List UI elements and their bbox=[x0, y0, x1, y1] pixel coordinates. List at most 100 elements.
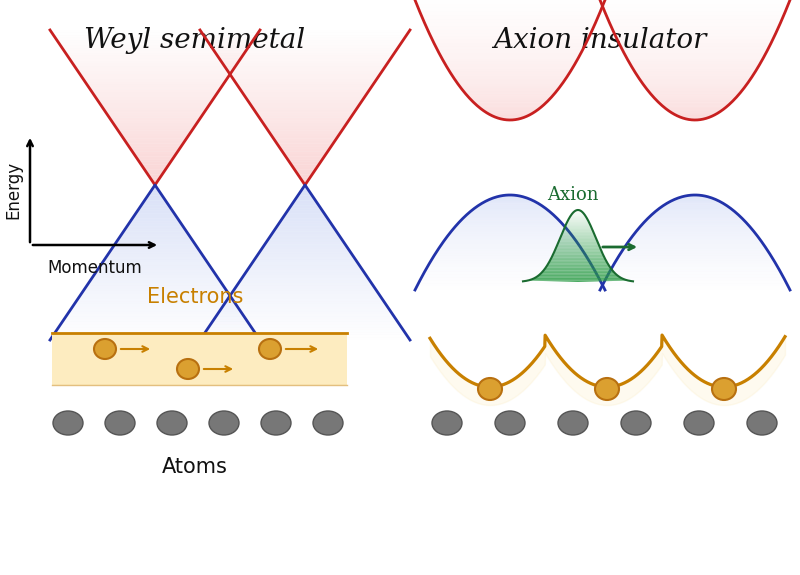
Polygon shape bbox=[550, 260, 606, 262]
Polygon shape bbox=[462, 90, 558, 92]
Polygon shape bbox=[210, 45, 399, 48]
Polygon shape bbox=[442, 242, 578, 244]
Polygon shape bbox=[265, 242, 346, 244]
Polygon shape bbox=[562, 233, 594, 235]
Polygon shape bbox=[662, 205, 728, 206]
Polygon shape bbox=[76, 69, 234, 71]
Ellipse shape bbox=[684, 411, 714, 435]
Polygon shape bbox=[469, 212, 551, 213]
Polygon shape bbox=[281, 218, 330, 221]
Polygon shape bbox=[430, 261, 590, 263]
Polygon shape bbox=[638, 227, 752, 229]
Text: Atoms: Atoms bbox=[162, 457, 228, 477]
Polygon shape bbox=[639, 79, 750, 82]
Polygon shape bbox=[247, 268, 362, 270]
Polygon shape bbox=[67, 312, 242, 314]
Polygon shape bbox=[547, 263, 609, 264]
Polygon shape bbox=[216, 314, 394, 317]
Polygon shape bbox=[437, 49, 583, 52]
Polygon shape bbox=[660, 104, 730, 105]
Polygon shape bbox=[126, 227, 185, 229]
Polygon shape bbox=[249, 102, 361, 105]
Ellipse shape bbox=[747, 411, 777, 435]
Polygon shape bbox=[470, 99, 550, 101]
Polygon shape bbox=[61, 45, 250, 48]
Polygon shape bbox=[270, 234, 340, 237]
Polygon shape bbox=[240, 90, 370, 92]
Polygon shape bbox=[136, 211, 174, 213]
Polygon shape bbox=[438, 52, 582, 55]
Polygon shape bbox=[472, 101, 548, 102]
Polygon shape bbox=[670, 201, 720, 202]
Polygon shape bbox=[613, 263, 778, 266]
Polygon shape bbox=[435, 251, 585, 254]
Polygon shape bbox=[154, 182, 157, 185]
Polygon shape bbox=[437, 248, 583, 251]
Polygon shape bbox=[71, 306, 239, 309]
Polygon shape bbox=[145, 198, 166, 201]
Polygon shape bbox=[560, 237, 596, 239]
Polygon shape bbox=[461, 218, 559, 220]
Text: Electrons: Electrons bbox=[147, 287, 243, 307]
Polygon shape bbox=[231, 291, 378, 293]
Polygon shape bbox=[445, 237, 575, 239]
Ellipse shape bbox=[157, 411, 187, 435]
Polygon shape bbox=[274, 139, 337, 141]
Polygon shape bbox=[83, 288, 226, 291]
Polygon shape bbox=[446, 67, 574, 70]
Polygon shape bbox=[549, 262, 607, 263]
Polygon shape bbox=[433, 256, 587, 258]
Polygon shape bbox=[448, 70, 572, 72]
Polygon shape bbox=[293, 167, 318, 170]
Polygon shape bbox=[469, 98, 551, 99]
Polygon shape bbox=[284, 154, 326, 156]
Polygon shape bbox=[622, 49, 768, 52]
Polygon shape bbox=[73, 64, 238, 66]
Polygon shape bbox=[256, 255, 354, 258]
Polygon shape bbox=[641, 82, 749, 84]
Polygon shape bbox=[426, 26, 594, 30]
Polygon shape bbox=[123, 139, 186, 141]
Polygon shape bbox=[246, 97, 365, 99]
Polygon shape bbox=[126, 141, 185, 144]
Polygon shape bbox=[85, 82, 225, 85]
Polygon shape bbox=[253, 260, 358, 263]
Polygon shape bbox=[64, 317, 246, 319]
Polygon shape bbox=[552, 255, 604, 256]
Polygon shape bbox=[630, 237, 760, 239]
Polygon shape bbox=[567, 220, 589, 221]
Polygon shape bbox=[674, 114, 715, 115]
Polygon shape bbox=[619, 43, 771, 47]
Polygon shape bbox=[242, 275, 368, 278]
Polygon shape bbox=[618, 40, 773, 43]
Polygon shape bbox=[154, 185, 157, 187]
Polygon shape bbox=[130, 149, 179, 151]
Polygon shape bbox=[268, 131, 342, 133]
Polygon shape bbox=[627, 59, 763, 61]
Polygon shape bbox=[558, 242, 598, 243]
Polygon shape bbox=[490, 114, 530, 115]
Polygon shape bbox=[639, 225, 750, 227]
Polygon shape bbox=[610, 269, 781, 272]
Polygon shape bbox=[621, 47, 770, 49]
Polygon shape bbox=[127, 144, 183, 146]
Polygon shape bbox=[278, 146, 331, 149]
Polygon shape bbox=[638, 77, 752, 79]
Polygon shape bbox=[450, 231, 570, 233]
Polygon shape bbox=[619, 254, 771, 256]
Polygon shape bbox=[673, 113, 717, 114]
Polygon shape bbox=[238, 281, 371, 283]
Ellipse shape bbox=[259, 339, 281, 359]
Polygon shape bbox=[451, 229, 569, 231]
Polygon shape bbox=[237, 85, 374, 87]
Polygon shape bbox=[466, 214, 554, 216]
Polygon shape bbox=[535, 276, 621, 278]
Polygon shape bbox=[561, 235, 595, 236]
Polygon shape bbox=[83, 79, 226, 82]
Polygon shape bbox=[646, 88, 744, 90]
Polygon shape bbox=[282, 216, 328, 218]
Polygon shape bbox=[258, 115, 352, 118]
Polygon shape bbox=[230, 74, 380, 76]
Polygon shape bbox=[453, 77, 567, 79]
Polygon shape bbox=[294, 198, 315, 201]
